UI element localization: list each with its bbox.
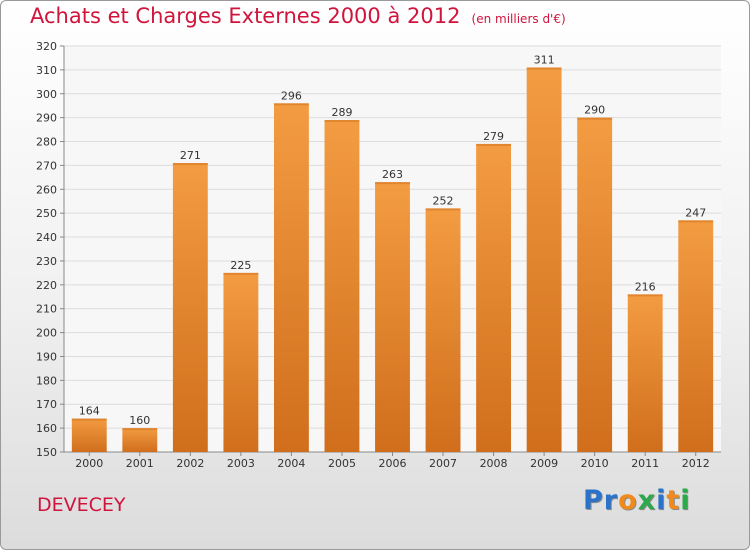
bar-top-edge	[678, 220, 714, 223]
labels: 150 160 170 180 190 200 210 220 230 240 250 260 270 2…	[36, 40, 710, 470]
y-tick-label: 280	[36, 136, 57, 149]
y-tick-label: 270	[36, 159, 57, 172]
logo-letter: x	[637, 485, 657, 516]
y-tick-label: 190	[36, 350, 57, 363]
bar-2004	[273, 103, 309, 452]
bar-2005	[324, 120, 360, 453]
x-tick-label: 2008	[480, 457, 508, 470]
y-tick-label: 250	[36, 207, 57, 220]
bar-2006	[375, 182, 410, 453]
bar-top-edge	[122, 428, 158, 431]
bar-2009	[526, 67, 562, 453]
bar-top-edge	[577, 117, 613, 120]
y-tick-label: 320	[36, 40, 57, 53]
x-tick-label: 2005	[328, 457, 356, 470]
y-tick-label: 150	[36, 446, 57, 459]
chart-title: Achats et Charges Externes 2000 à 2012 (…	[30, 4, 566, 28]
proxiti-logo: Proxiti	[583, 485, 691, 516]
x-tick-label: 2000	[75, 457, 103, 470]
logo-letter: r	[603, 485, 619, 516]
bar-2001	[122, 428, 158, 452]
x-tick-label: 2010	[581, 457, 609, 470]
bar-top-edge	[526, 67, 562, 70]
data-label: 225	[230, 259, 251, 272]
data-label: 216	[635, 280, 656, 293]
y-tick-label: 160	[36, 422, 57, 435]
data-label: 311	[534, 53, 555, 66]
y-tick-label: 210	[36, 303, 57, 316]
bar-2003	[223, 272, 259, 452]
bar-2007	[425, 208, 461, 452]
x-tick-label: 2003	[227, 457, 255, 470]
bar-top-edge	[476, 143, 512, 146]
data-label: 279	[483, 130, 504, 143]
place-name: DEVECEY	[37, 494, 126, 516]
x-tick-label: 2007	[429, 457, 457, 470]
y-tick-label: 200	[36, 327, 57, 340]
logo-letter: t	[666, 485, 681, 516]
y-tick-label: 260	[36, 183, 57, 196]
data-label: 263	[382, 168, 403, 181]
y-tick-label: 180	[36, 374, 57, 387]
data-label: 252	[433, 194, 454, 207]
bar-top-edge	[223, 272, 259, 275]
x-tick-label: 2006	[379, 457, 407, 470]
logo-letter: i	[680, 485, 691, 516]
bar-top-edge	[324, 120, 360, 123]
bar-2000	[71, 418, 107, 452]
x-tick-label: 2012	[682, 457, 710, 470]
y-tick-label: 230	[36, 255, 57, 268]
data-label: 290	[584, 104, 605, 117]
y-tick-label: 240	[36, 231, 57, 244]
x-tick-label: 2011	[631, 457, 659, 470]
y-tick-label: 300	[36, 88, 57, 101]
bar-top-edge	[273, 103, 309, 106]
data-label: 247	[685, 206, 706, 219]
bar-2002	[172, 163, 208, 452]
bar-2010	[577, 117, 613, 452]
x-tick-label: 2004	[277, 457, 305, 470]
x-tick-label: 2009	[530, 457, 558, 470]
x-tick-label: 2001	[126, 457, 154, 470]
y-tick-label: 310	[36, 64, 57, 77]
logo-letter: P	[583, 485, 604, 516]
bar-top-edge	[627, 294, 663, 297]
logo-letter: i	[656, 485, 667, 516]
bar-top-edge	[375, 182, 410, 185]
bar-top-edge	[425, 208, 461, 211]
data-label: 271	[180, 149, 201, 162]
data-label: 289	[331, 106, 352, 119]
chart-unit-note: (en milliers d'€)	[471, 12, 566, 26]
chart-title-text: Achats et Charges Externes 2000 à 2012	[30, 4, 461, 28]
data-label: 164	[79, 405, 100, 418]
y-tick-label: 170	[36, 398, 57, 411]
x-tick-label: 2002	[176, 457, 204, 470]
logo-letter: o	[618, 485, 638, 516]
bar-2008	[476, 143, 512, 452]
bar-2011	[627, 294, 663, 452]
y-tick-label: 220	[36, 279, 57, 292]
bar-top-edge	[71, 418, 107, 421]
y-tick-label: 290	[36, 112, 57, 125]
data-label: 296	[281, 89, 302, 102]
bar-top-edge	[172, 163, 208, 166]
bar-2012	[678, 220, 714, 452]
bars	[71, 67, 714, 453]
data-label: 160	[129, 414, 150, 427]
